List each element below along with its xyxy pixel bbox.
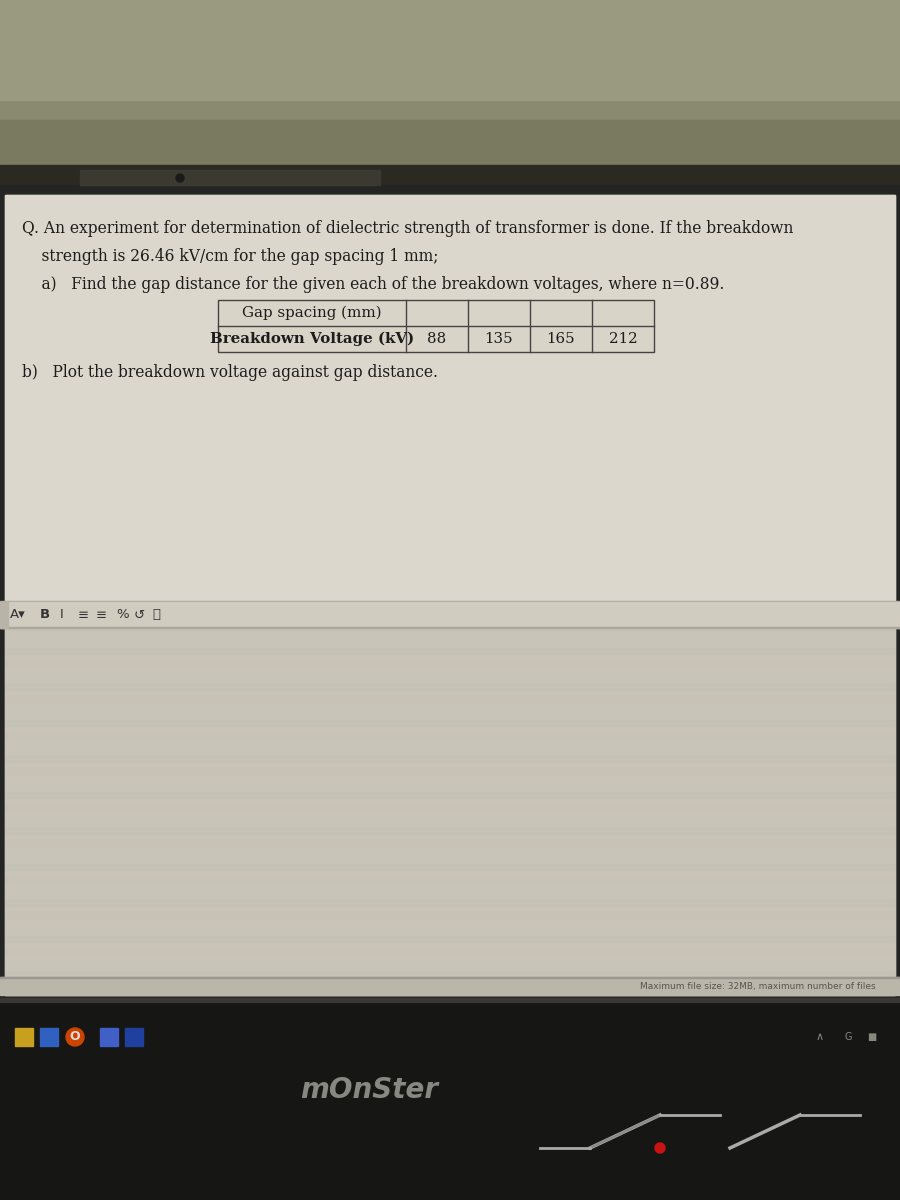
Bar (5, 828, 895, 834)
Bar (5, 960, 895, 966)
Text: Gap spacing (mm): Gap spacing (mm) (242, 306, 382, 320)
Text: mOnSter: mOnSter (300, 1076, 438, 1104)
Text: G: G (844, 1032, 851, 1042)
Bar (0, 998, 900, 1002)
Text: 165: 165 (546, 332, 575, 346)
Bar (5, 936, 895, 942)
Text: I: I (60, 608, 64, 622)
Text: strength is 26.46 kV/cm for the gap spacing 1 mm;: strength is 26.46 kV/cm for the gap spac… (22, 248, 438, 265)
Bar (5, 612, 895, 618)
Bar (5, 624, 895, 630)
Text: b)   Plot the breakdown voltage against gap distance.: b) Plot the breakdown voltage against ga… (22, 364, 438, 382)
Text: B: B (40, 608, 50, 622)
Bar (5, 636, 895, 642)
Bar (5, 792, 895, 798)
Bar (0, 602, 8, 628)
Bar (5, 194, 895, 610)
Bar (0, 1000, 900, 1200)
Bar (5, 864, 895, 870)
Bar (5, 984, 895, 990)
Bar (100, 1028, 118, 1046)
Bar (5, 696, 895, 702)
Bar (5, 840, 895, 846)
Text: 212: 212 (608, 332, 637, 346)
Bar (5, 912, 895, 918)
Bar (125, 1028, 143, 1046)
Bar (5, 684, 895, 690)
Bar (0, 164, 900, 190)
Text: ■: ■ (868, 1032, 877, 1042)
Bar (5, 672, 895, 678)
Circle shape (66, 1028, 84, 1046)
Bar (40, 1028, 58, 1046)
Text: ⬜: ⬜ (152, 608, 160, 622)
Bar (15, 1028, 33, 1046)
Bar (5, 972, 895, 978)
Bar (5, 732, 895, 738)
Bar (5, 816, 895, 822)
Bar (5, 744, 895, 750)
Text: ↺: ↺ (134, 608, 145, 622)
Bar (0, 120, 900, 170)
Bar (0, 0, 900, 170)
Text: Q. An experiment for determination of dielectric strength of transformer is done: Q. An experiment for determination of di… (22, 220, 794, 236)
Text: 88: 88 (428, 332, 446, 346)
Bar (5, 660, 895, 666)
Bar (0, 977, 900, 995)
Bar (5, 610, 895, 995)
Bar (5, 720, 895, 726)
Bar (5, 708, 895, 714)
Text: ≡: ≡ (78, 608, 89, 622)
Bar (5, 804, 895, 810)
Bar (0, 185, 900, 1000)
Text: O: O (69, 1031, 80, 1044)
Bar (5, 756, 895, 762)
Circle shape (655, 1142, 665, 1153)
Bar (5, 900, 895, 906)
Bar (5, 648, 895, 654)
Bar (80, 170, 380, 185)
Bar (0, 0, 900, 100)
Bar (5, 780, 895, 786)
Text: ≡: ≡ (96, 608, 107, 622)
Bar (5, 948, 895, 954)
Text: A▾: A▾ (10, 608, 26, 622)
Bar (5, 852, 895, 858)
Bar (218, 300, 654, 352)
Bar (5, 194, 895, 995)
Circle shape (176, 174, 184, 182)
Text: %: % (116, 608, 129, 622)
Text: Breakdown Voltage (kV): Breakdown Voltage (kV) (210, 332, 414, 346)
Text: a)   Find the gap distance for the given each of the breakdown voltages, where n: a) Find the gap distance for the given e… (22, 276, 724, 293)
Bar (5, 768, 895, 774)
Bar (5, 888, 895, 894)
Text: ∧: ∧ (816, 1032, 824, 1042)
Text: 135: 135 (485, 332, 513, 346)
Bar (0, 602, 900, 628)
Bar (5, 876, 895, 882)
Bar (5, 924, 895, 930)
Text: Maximum file size: 32MB, maximum number of files: Maximum file size: 32MB, maximum number … (640, 983, 876, 991)
